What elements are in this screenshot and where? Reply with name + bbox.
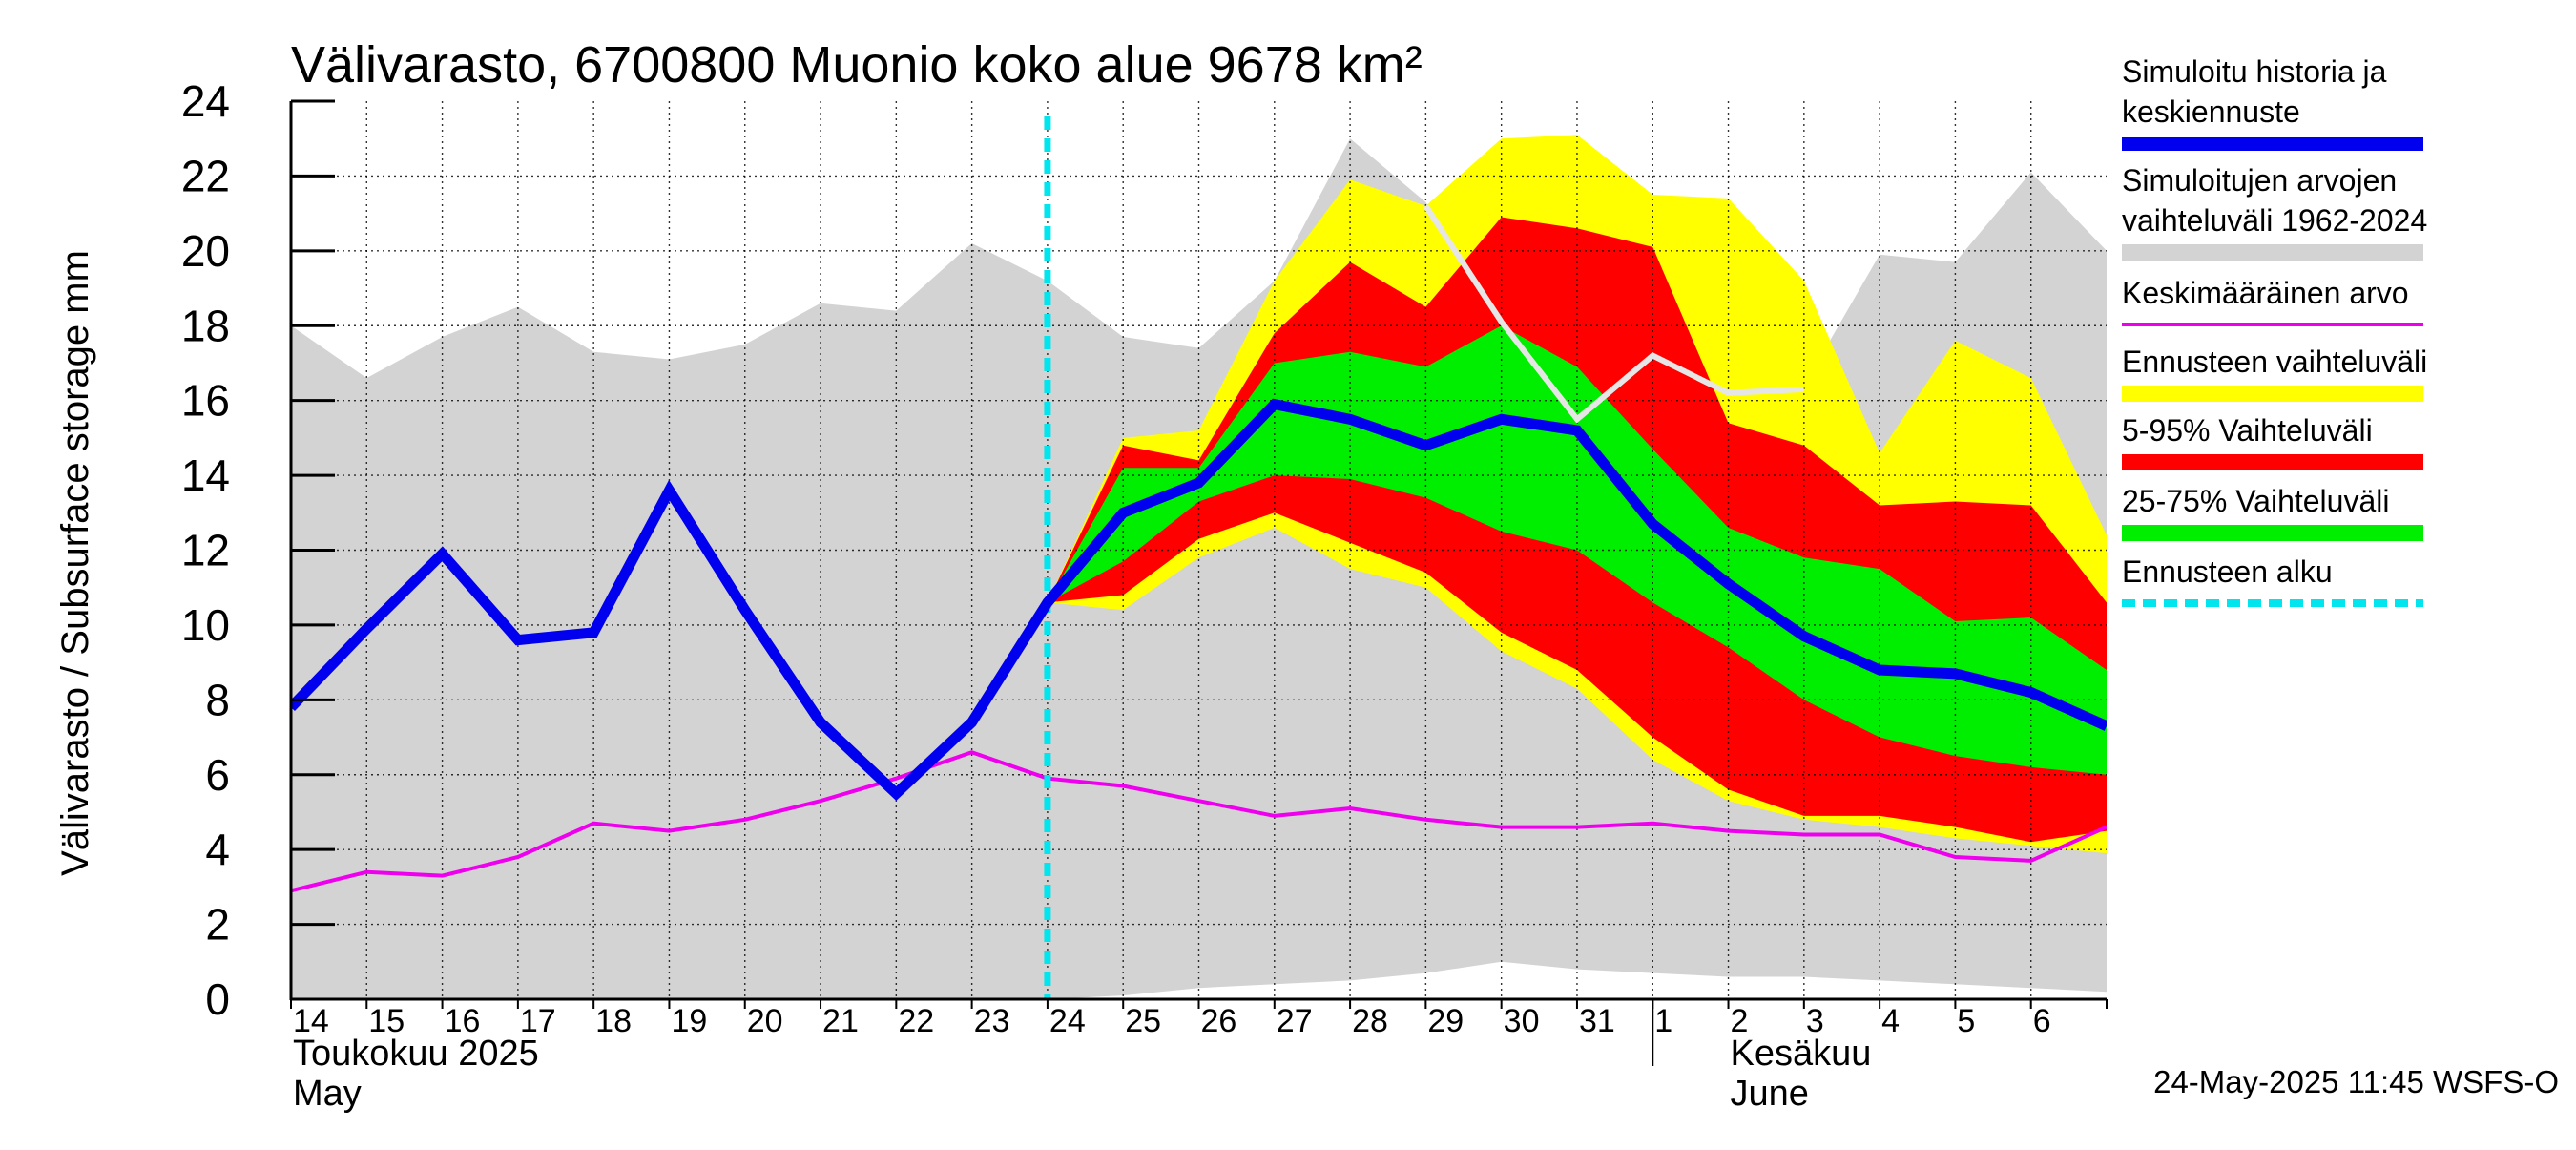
- y-tick-label: 10: [181, 600, 230, 650]
- x-tick-label: 2: [1731, 1003, 1749, 1039]
- legend-item-25-75-vaihteluvali: 25-75% Vaihteluväli: [2122, 484, 2423, 541]
- x-tick-label: 25: [1125, 1003, 1161, 1039]
- x-tick-label: 24: [1049, 1003, 1086, 1039]
- x-tick-label: 1: [1654, 1003, 1672, 1039]
- y-tick-label: 2: [205, 900, 230, 950]
- legend-item-ennusteen-alku: Ennusteen alku: [2122, 554, 2423, 607]
- legend-item-simuloitu-historia-ja-keskiennuste: Simuloitu historia ja keskiennuste: [2122, 54, 2423, 151]
- x-tick-label: 15: [368, 1003, 405, 1039]
- legend-label: Simuloitu historia ja: [2122, 54, 2387, 89]
- line-series: [1423, 204, 1804, 424]
- legend-swatch: [2122, 454, 2423, 470]
- legend-label: 25-75% Vaihteluväli: [2122, 484, 2389, 518]
- legend-item-ennusteen-vaihteluvali: Ennusteen vaihteluväli: [2122, 345, 2427, 402]
- legend-label: Ennusteen alku: [2122, 554, 2333, 589]
- x-tick-label: 5: [1957, 1003, 1975, 1039]
- x-tick-label: 27: [1277, 1003, 1313, 1039]
- x-tick-label: 14: [293, 1003, 329, 1039]
- month-label-fi: Kesäkuu: [1731, 1034, 1872, 1074]
- legend-swatch: [2122, 386, 2423, 402]
- x-tick-label: 4: [1881, 1003, 1900, 1039]
- x-tick-label: 18: [595, 1003, 632, 1039]
- x-tick-label: 26: [1201, 1003, 1237, 1039]
- y-tick-label: 12: [181, 526, 230, 575]
- timestamp: 24-May-2025 11:45 WSFS-O: [2153, 1064, 2559, 1099]
- y-axis-label: Välivarasto / Subsurface storage mm: [54, 250, 96, 876]
- y-tick-label: 8: [205, 675, 230, 724]
- legend-label: keskiennuste: [2122, 94, 2300, 129]
- y-tick-label: 0: [205, 974, 230, 1024]
- x-tick-label: 19: [671, 1003, 707, 1039]
- x-tick-label: 6: [2033, 1003, 2051, 1039]
- x-tick-label: 3: [1806, 1003, 1824, 1039]
- x-tick-label: 30: [1504, 1003, 1540, 1039]
- legend-item-simuloitujen-arvojen-vaihteluvali-1962-2024: Simuloitujen arvojen vaihteluväli 1962-20…: [2122, 163, 2427, 261]
- legend-swatch: [2122, 137, 2423, 151]
- y-tick-label: 22: [181, 151, 230, 200]
- y-tick-label: 20: [181, 226, 230, 276]
- y-tick-label: 6: [205, 750, 230, 800]
- legend-swatch: [2122, 244, 2423, 261]
- legend-swatch: [2122, 525, 2423, 541]
- band-25-75-vaihteluvali: [1047, 325, 2107, 775]
- x-tick-label: 29: [1427, 1003, 1464, 1039]
- x-tick-label: 31: [1579, 1003, 1615, 1039]
- line-simuloitu-historia-ja-keskiennuste: [291, 398, 2107, 801]
- x-tick-label: 17: [520, 1003, 556, 1039]
- legend: Simuloitu historia jakeskiennusteSimuloi…: [2122, 54, 2427, 607]
- month-label-en: June: [1731, 1074, 1809, 1114]
- x-tick-label: 21: [822, 1003, 859, 1039]
- legend-label: Ennusteen vaihteluväli: [2122, 345, 2427, 379]
- y-tick-label: 4: [205, 825, 230, 874]
- line-keskimaarainen-arvo: [291, 750, 2107, 893]
- x-tick-label: 20: [747, 1003, 783, 1039]
- x-tick-label: 16: [445, 1003, 481, 1039]
- x-tick-label: 22: [898, 1003, 934, 1039]
- x-tick-label: 28: [1352, 1003, 1388, 1039]
- legend-label: Simuloitujen arvojen: [2122, 163, 2397, 198]
- month-label-en: May: [293, 1074, 362, 1114]
- chart-title: Välivarasto, 6700800 Muonio koko alue 96…: [291, 36, 1423, 94]
- y-tick-label: 14: [181, 450, 230, 500]
- y-tick-label: 24: [181, 76, 230, 126]
- y-tick-label: 18: [181, 301, 230, 350]
- legend-item-5-95-vaihteluvali: 5-95% Vaihteluväli: [2122, 413, 2423, 470]
- legend-item-keskimaarainen-arvo: Keskimääräinen arvo: [2122, 276, 2423, 326]
- month-label-fi: Toukokuu 2025: [293, 1034, 539, 1074]
- legend-label: 5-95% Vaihteluväli: [2122, 413, 2373, 448]
- legend-label: Keskimääräinen arvo: [2122, 276, 2409, 310]
- legend-label: vaihteluväli 1962-2024: [2122, 203, 2427, 238]
- y-tick-label: 16: [181, 376, 230, 426]
- plot-area: [291, 101, 2107, 999]
- x-tick-label: 23: [974, 1003, 1010, 1039]
